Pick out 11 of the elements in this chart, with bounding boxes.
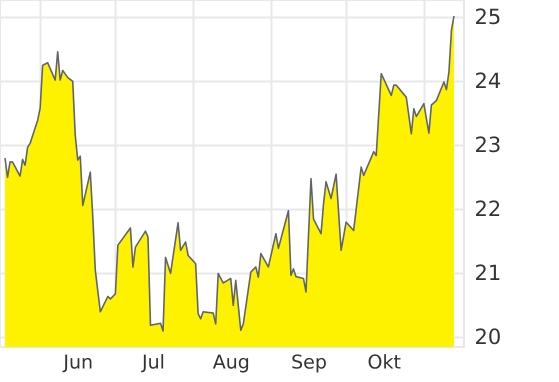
x-tick-label: Aug	[212, 352, 250, 374]
y-tick-label: 25	[474, 4, 502, 29]
x-tick-label: Okt	[368, 352, 401, 374]
y-tick-label: 21	[474, 260, 502, 285]
y-tick-label: 22	[474, 196, 502, 221]
y-tick-label: 24	[474, 68, 502, 93]
y-tick-label: 23	[474, 132, 502, 157]
x-tick-label: Jul	[141, 352, 165, 374]
y-tick-label: 20	[474, 324, 502, 349]
x-tick-label: Sep	[291, 352, 327, 374]
x-tick-label: Jun	[62, 352, 94, 374]
